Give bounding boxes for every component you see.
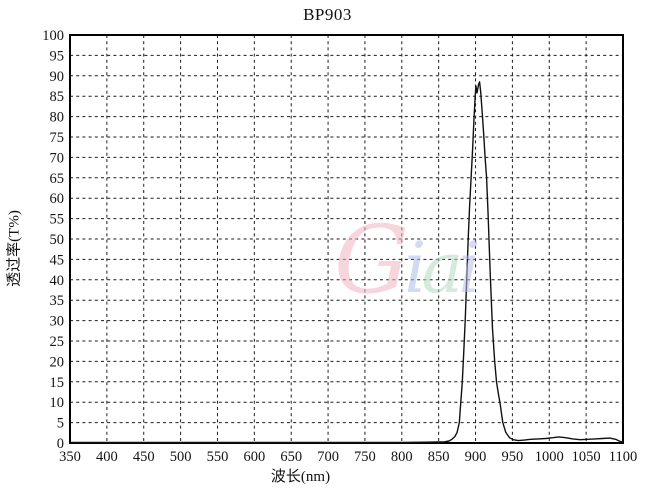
y-tick-label: 5 bbox=[57, 416, 64, 432]
y-tick-label: 100 bbox=[42, 28, 64, 44]
chart-title: BP903 bbox=[303, 5, 352, 24]
y-tick-label: 60 bbox=[50, 191, 65, 207]
x-tick-label: 800 bbox=[391, 449, 413, 465]
y-tick-label: 80 bbox=[50, 110, 65, 126]
y-tick-label: 40 bbox=[50, 273, 65, 289]
x-tick-label: 650 bbox=[280, 449, 302, 465]
x-tick-label: 900 bbox=[465, 449, 487, 465]
x-tick-label: 450 bbox=[133, 449, 155, 465]
x-tick-label: 700 bbox=[317, 449, 339, 465]
y-tick-label: 65 bbox=[50, 171, 65, 187]
y-tick-label: 25 bbox=[50, 334, 65, 350]
y-tick-label: 55 bbox=[50, 212, 65, 228]
x-axis-label: 波长(nm) bbox=[270, 469, 331, 485]
x-tick-label: 350 bbox=[59, 449, 81, 465]
y-tick-label: 20 bbox=[50, 354, 65, 370]
y-tick-label: 30 bbox=[50, 314, 65, 330]
y-tick-label: 45 bbox=[50, 252, 65, 268]
x-tick-label: 1050 bbox=[572, 449, 601, 465]
x-tick-label: 600 bbox=[243, 449, 265, 465]
y-tick-label: 50 bbox=[50, 232, 65, 248]
y-tick-label: 85 bbox=[50, 89, 65, 105]
x-tick-label: 950 bbox=[502, 449, 524, 465]
y-tick-label: 10 bbox=[50, 395, 65, 411]
x-tick-label: 850 bbox=[428, 449, 450, 465]
y-tick-label: 0 bbox=[57, 436, 64, 452]
x-tick-label: 400 bbox=[96, 449, 118, 465]
x-tick-label: 1000 bbox=[535, 449, 564, 465]
y-tick-label: 35 bbox=[50, 293, 65, 309]
y-tick-label: 95 bbox=[50, 48, 65, 64]
y-tick-label: 75 bbox=[50, 130, 65, 146]
y-tick-label: 70 bbox=[50, 150, 65, 166]
x-tick-label: 500 bbox=[170, 449, 192, 465]
y-tick-label: 90 bbox=[50, 69, 65, 85]
x-tick-label: 550 bbox=[207, 449, 229, 465]
x-tick-label: 1100 bbox=[609, 449, 637, 465]
x-tick-label: 750 bbox=[354, 449, 376, 465]
transmittance-curve bbox=[69, 81, 624, 444]
y-tick-label: 15 bbox=[50, 375, 65, 391]
